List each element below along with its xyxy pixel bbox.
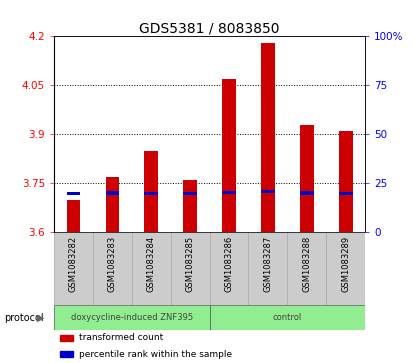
Bar [210,232,249,305]
Text: control: control [273,313,302,322]
Bar [54,232,93,305]
Text: GSM1083288: GSM1083288 [303,236,311,292]
Bar [66,192,80,195]
Bar [287,232,326,305]
Bar [105,192,119,195]
Bar [144,151,158,232]
Bar [326,232,365,305]
Bar [261,190,275,193]
Text: GSM1083283: GSM1083283 [108,236,117,292]
Bar [171,232,210,305]
Text: GSM1083289: GSM1083289 [341,236,350,292]
Bar [183,192,197,195]
Bar [93,232,132,305]
Bar [222,191,236,195]
Bar [183,180,197,232]
Text: protocol: protocol [4,313,44,323]
Bar [249,232,287,305]
Text: GSM1083287: GSM1083287 [264,236,272,292]
Bar [60,335,73,341]
Bar [300,125,314,232]
Text: ▶: ▶ [37,313,44,323]
Text: transformed count: transformed count [79,333,163,342]
Text: doxycycline-induced ZNF395: doxycycline-induced ZNF395 [71,313,193,322]
Bar [105,177,119,232]
Text: GSM1083285: GSM1083285 [186,236,195,292]
Bar [339,131,353,232]
Title: GDS5381 / 8083850: GDS5381 / 8083850 [139,21,280,35]
Bar [60,351,73,358]
Bar [261,43,275,232]
Bar [210,305,365,330]
Bar [300,192,314,195]
Bar [66,200,80,232]
Text: GSM1083284: GSM1083284 [147,236,156,292]
Text: GSM1083286: GSM1083286 [225,236,234,292]
Bar [339,192,353,195]
Bar [54,305,210,330]
Bar [222,79,236,232]
Bar [132,232,171,305]
Text: percentile rank within the sample: percentile rank within the sample [79,350,232,359]
Bar [144,192,158,195]
Text: GSM1083282: GSM1083282 [69,236,78,292]
